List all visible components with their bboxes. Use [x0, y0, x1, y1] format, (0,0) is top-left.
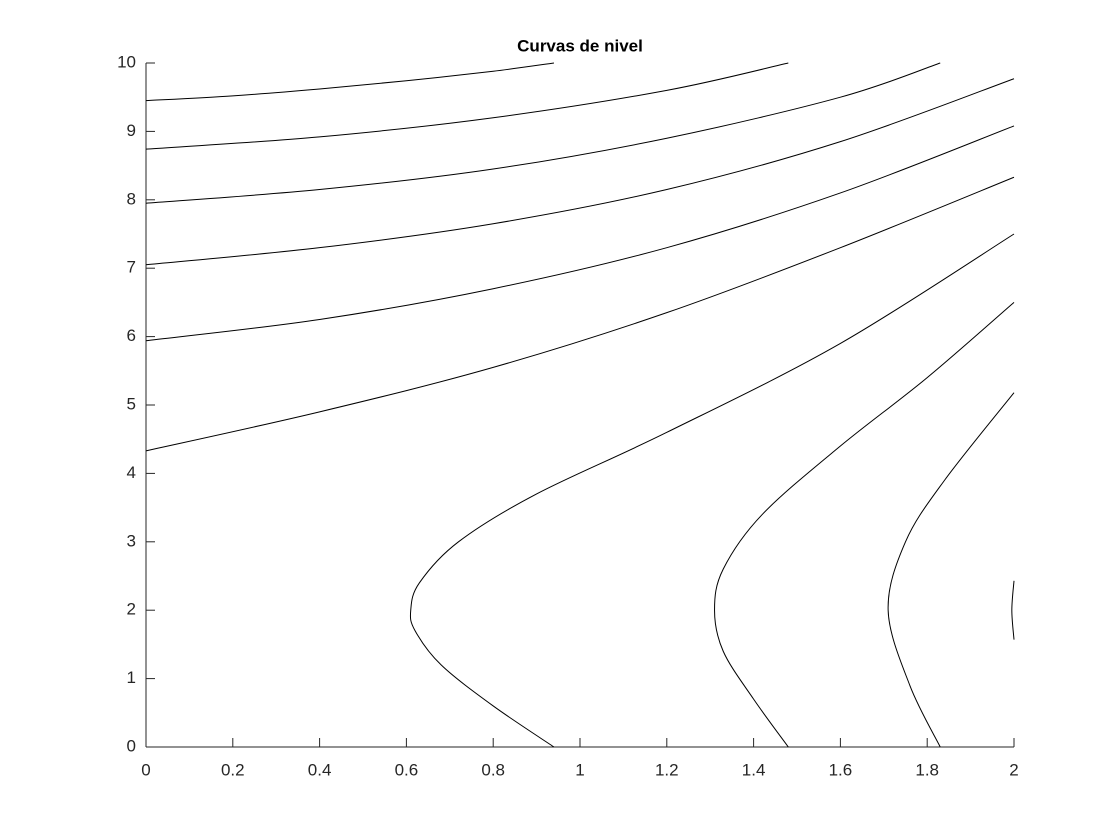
y-tick-label: 0	[127, 736, 136, 755]
y-tick-label: 9	[127, 121, 136, 140]
x-tick-label: 0.8	[481, 760, 505, 779]
contour-line	[409, 233, 1015, 748]
y-tick-label: 2	[127, 600, 136, 619]
contour-line	[145, 125, 1015, 342]
x-tick-label: 0.4	[308, 760, 332, 779]
y-tick-label: 4	[127, 463, 136, 482]
x-tick-label: 1	[575, 760, 584, 779]
x-tick-label: 1.2	[655, 760, 679, 779]
contour-line	[145, 62, 941, 204]
y-tick-label: 10	[117, 52, 136, 71]
y-tick-label: 8	[127, 189, 136, 208]
contour-line	[714, 302, 1015, 748]
contour-line	[145, 78, 1015, 266]
y-tick-label: 3	[127, 531, 136, 550]
x-tick-label: 0.6	[395, 760, 419, 779]
y-tick-label: 6	[127, 326, 136, 345]
contour-line	[145, 176, 1015, 452]
contour-line	[145, 62, 555, 102]
x-tick-label: 0	[141, 760, 150, 779]
contour-line	[145, 62, 789, 150]
contour-line	[887, 392, 1015, 748]
contour-line	[1011, 580, 1015, 640]
y-tick-label: 7	[127, 258, 136, 277]
y-tick-label: 5	[127, 394, 136, 413]
x-tick-label: 2	[1009, 760, 1018, 779]
x-tick-label: 1.8	[915, 760, 939, 779]
x-tick-label: 0.2	[221, 760, 245, 779]
y-tick-label: 1	[127, 668, 136, 687]
chart-title: Curvas de nivel	[517, 36, 643, 55]
x-tick-label: 1.4	[742, 760, 766, 779]
x-tick-label: 1.6	[829, 760, 853, 779]
